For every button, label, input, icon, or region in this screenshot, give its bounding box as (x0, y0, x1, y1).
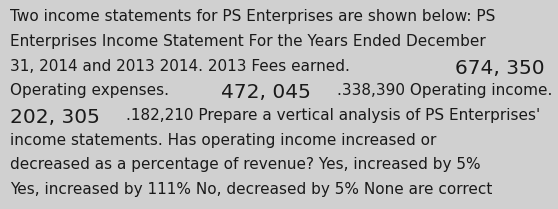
Text: Yes, increased by 111% No, decreased by 5% None are correct: Yes, increased by 111% No, decreased by … (10, 182, 492, 197)
Text: Two income statements for PS Enterprises are shown below: PS: Two income statements for PS Enterprises… (10, 9, 496, 24)
Text: Operating expenses.: Operating expenses. (10, 83, 174, 98)
Text: decreased as a percentage of revenue? Yes, increased by 5%: decreased as a percentage of revenue? Ye… (10, 157, 480, 172)
Text: income statements. Has operating income increased or: income statements. Has operating income … (10, 133, 436, 148)
Text: 472, 045: 472, 045 (222, 83, 311, 102)
Text: Enterprises Income Statement For the Years Ended December: Enterprises Income Statement For the Yea… (10, 34, 486, 49)
Text: 202, 305: 202, 305 (10, 108, 100, 127)
Text: .338,390 Operating income.: .338,390 Operating income. (338, 83, 553, 98)
Text: 674, 350: 674, 350 (455, 59, 545, 78)
Text: .182,210 Prepare a vertical analysis of PS Enterprises': .182,210 Prepare a vertical analysis of … (126, 108, 540, 123)
Text: 31, 2014 and 2013 2014. 2013 Fees earned.: 31, 2014 and 2013 2014. 2013 Fees earned… (10, 59, 355, 74)
